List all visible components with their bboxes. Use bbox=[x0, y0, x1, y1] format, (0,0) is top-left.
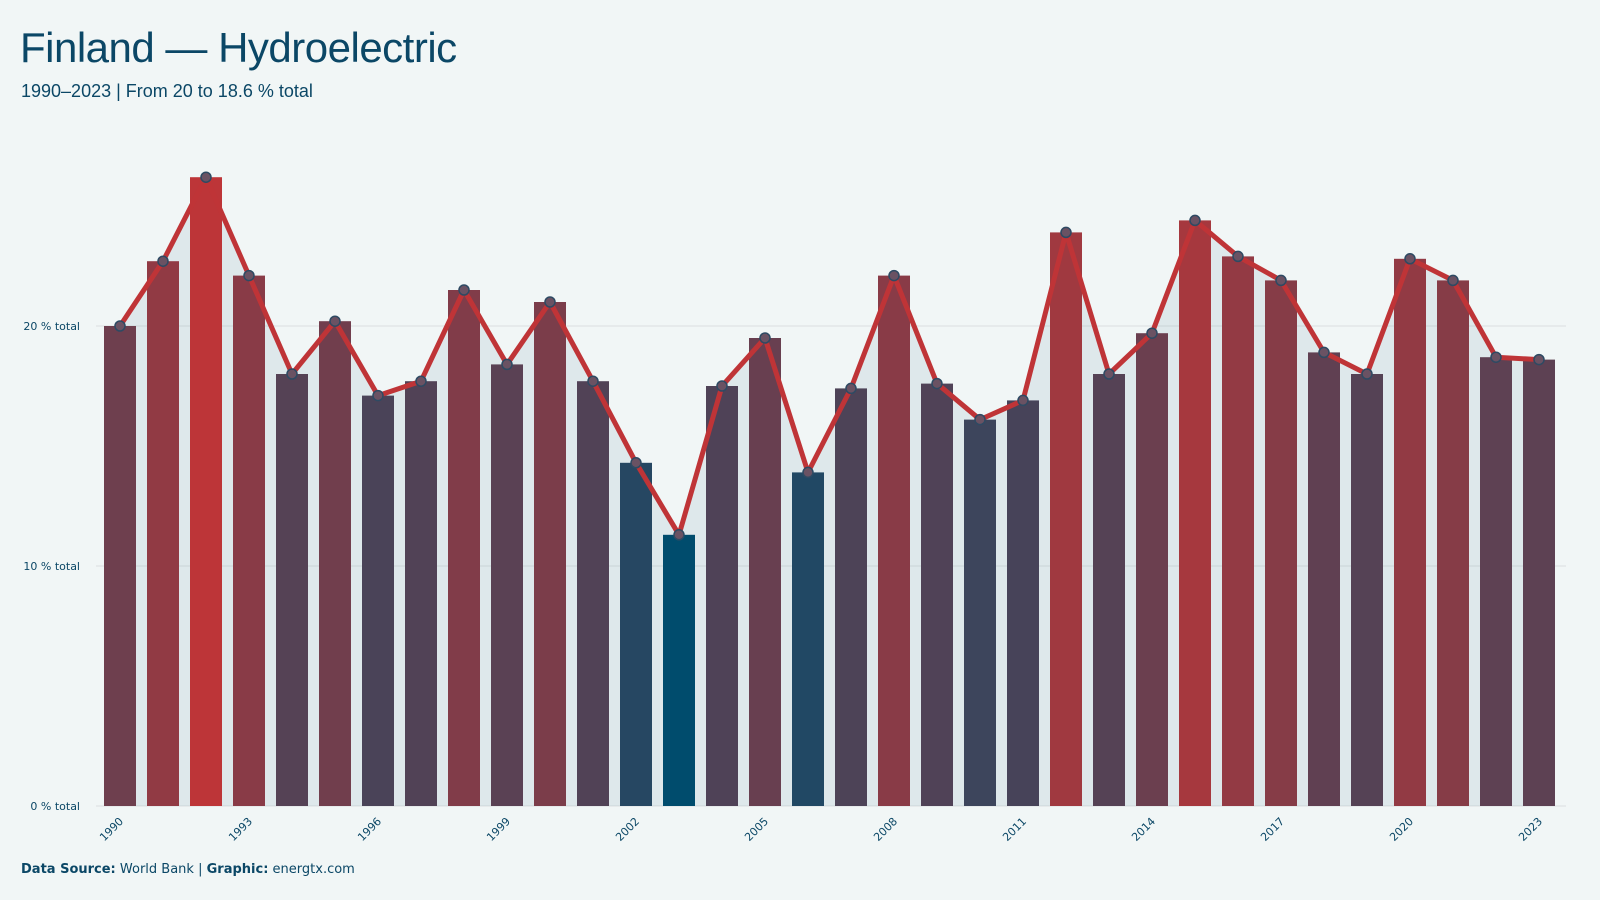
bar-1997 bbox=[405, 381, 437, 806]
y-tick-label: 0 % total bbox=[30, 800, 80, 813]
point-2021 bbox=[1447, 274, 1459, 287]
bar-2008 bbox=[878, 275, 910, 807]
bar-2021 bbox=[1437, 280, 1469, 806]
bar-1994 bbox=[276, 374, 308, 806]
point-2014 bbox=[1146, 327, 1158, 339]
x-tick-label: 1996 bbox=[355, 815, 384, 844]
point-1993 bbox=[243, 269, 255, 282]
point-1998 bbox=[458, 284, 470, 296]
source-value: World Bank bbox=[119, 862, 194, 877]
bar-2022 bbox=[1480, 357, 1512, 806]
bar-2006 bbox=[792, 472, 824, 806]
chart-subtitle: 1990–2023 | From 20 to 18.6 % total bbox=[21, 81, 313, 101]
source-label: Data Source: bbox=[21, 862, 116, 877]
point-2006 bbox=[802, 466, 814, 479]
bar-2023 bbox=[1523, 359, 1555, 806]
bar-2012 bbox=[1050, 232, 1082, 806]
bar-2001 bbox=[577, 381, 609, 806]
bar-2003 bbox=[663, 534, 695, 806]
bar-1999 bbox=[491, 364, 523, 806]
x-tick-label: 2008 bbox=[871, 815, 900, 844]
point-2009 bbox=[931, 377, 943, 390]
point-2013 bbox=[1103, 368, 1115, 380]
point-2003 bbox=[673, 529, 685, 541]
point-2020 bbox=[1404, 253, 1416, 265]
bar-2007 bbox=[835, 388, 867, 806]
point-2018 bbox=[1318, 346, 1330, 359]
point-2011 bbox=[1017, 394, 1029, 407]
point-1999 bbox=[501, 358, 513, 371]
x-tick-label: 1999 bbox=[484, 815, 513, 844]
bar-1996 bbox=[362, 395, 394, 806]
x-tick-label: 2020 bbox=[1387, 815, 1416, 844]
point-2007 bbox=[845, 382, 857, 395]
point-1996 bbox=[372, 389, 384, 402]
bar-2020 bbox=[1394, 258, 1426, 806]
point-2015 bbox=[1189, 214, 1201, 227]
bar-2013 bbox=[1093, 374, 1125, 806]
point-2001 bbox=[587, 375, 599, 387]
bar-1991 bbox=[147, 261, 179, 806]
x-tick-label: 2002 bbox=[613, 815, 642, 844]
graphic-label: Graphic: bbox=[206, 862, 269, 877]
footer-credits: Data Source: World Bank | Graphic: energ… bbox=[21, 862, 355, 878]
point-1992 bbox=[200, 171, 212, 183]
bar-2002 bbox=[620, 462, 652, 806]
point-2004 bbox=[716, 380, 728, 392]
bar-1993 bbox=[233, 275, 265, 807]
y-tick-label: 10 % total bbox=[23, 560, 80, 573]
bar-1990 bbox=[104, 326, 136, 806]
bar-1992 bbox=[190, 177, 222, 806]
x-tick-label: 1990 bbox=[97, 815, 126, 844]
bar-2015 bbox=[1179, 220, 1211, 806]
point-2010 bbox=[974, 413, 986, 426]
bar-2014 bbox=[1136, 333, 1168, 806]
point-1995 bbox=[329, 315, 341, 327]
graphic-value: energtx.com bbox=[272, 862, 355, 877]
bar-2005 bbox=[749, 338, 781, 806]
point-1994 bbox=[286, 368, 298, 380]
chart-title: Finland — Hydroelectric bbox=[20, 24, 457, 71]
point-1990 bbox=[114, 320, 126, 332]
bar-2000 bbox=[534, 302, 566, 806]
bar-2010 bbox=[964, 419, 996, 806]
point-2005 bbox=[759, 332, 771, 344]
bar-2018 bbox=[1308, 352, 1340, 806]
bar-2004 bbox=[706, 386, 738, 806]
bar-2016 bbox=[1222, 256, 1254, 806]
point-2012 bbox=[1060, 226, 1072, 239]
bar-1998 bbox=[448, 290, 480, 806]
x-tick-label: 2017 bbox=[1258, 815, 1287, 844]
point-2000 bbox=[544, 296, 556, 308]
point-2016 bbox=[1232, 250, 1244, 263]
point-2022 bbox=[1490, 351, 1502, 363]
point-2017 bbox=[1275, 274, 1287, 287]
bar-2011 bbox=[1007, 400, 1039, 806]
bar-1995 bbox=[319, 321, 351, 806]
point-2019 bbox=[1361, 368, 1373, 380]
bar-2009 bbox=[921, 383, 953, 806]
bar-2019 bbox=[1351, 374, 1383, 806]
x-tick-label: 2023 bbox=[1516, 815, 1545, 844]
point-2008 bbox=[888, 269, 900, 282]
point-2002 bbox=[630, 457, 642, 469]
point-1997 bbox=[415, 375, 427, 387]
x-tick-label: 2005 bbox=[742, 815, 771, 844]
series-line bbox=[117, 174, 1540, 538]
x-tick-label: 2011 bbox=[1000, 815, 1029, 844]
bar-2017 bbox=[1265, 280, 1297, 806]
x-tick-label: 2014 bbox=[1129, 815, 1158, 844]
point-1991 bbox=[157, 255, 169, 267]
footer-separator: | bbox=[198, 862, 203, 877]
point-2023 bbox=[1533, 353, 1545, 366]
y-tick-label: 20 % total bbox=[23, 320, 80, 333]
x-tick-label: 1993 bbox=[226, 815, 255, 844]
